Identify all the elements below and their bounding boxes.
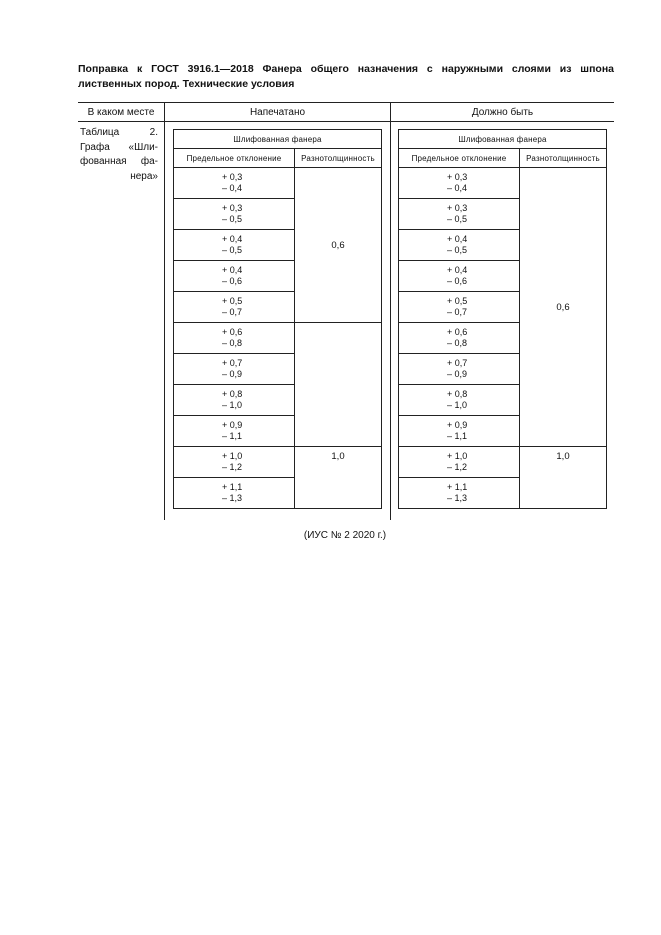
deviation-cell: + 1,0– 1,2 [173,446,295,478]
deviation-cell: + 1,1– 1,3 [173,477,295,509]
header-should-be: Должно быть [471,107,534,118]
thickness-cell: 0,6 [519,167,607,447]
column-divider [164,102,165,520]
table-row: + 0,9– 1,1 [398,415,607,447]
group-header: Шлифованная фанера [398,129,607,149]
deviation-cell: + 0,4– 0,5 [173,229,295,261]
deviation-cell: + 0,3– 0,4 [398,167,520,199]
table-row: + 0,7– 0,9 [173,353,382,385]
deviation-cell: + 0,3– 0,5 [173,198,295,230]
deviation-cell: + 1,0– 1,2 [398,446,520,478]
table-row: + 0,6– 0,8 [398,322,607,354]
thickness-cell: 1,0 [294,446,382,509]
col-thickness: Разнотолщинность [294,148,382,168]
table-row: + 0,4– 0,6 [173,260,382,292]
table-row: + 1,1– 1,3 [398,477,607,509]
table-top-rule [78,102,614,103]
col-thickness: Разнотолщинность [519,148,607,168]
table-row: + 1,1– 1,3 [173,477,382,509]
header-rule [78,121,614,122]
deviation-cell: + 0,7– 0,9 [398,353,520,385]
column-divider [390,102,391,520]
deviation-cell: + 1,1– 1,3 [398,477,520,509]
deviation-cell: + 0,4– 0,6 [173,260,295,292]
table-row: + 1,0– 1,2 1,0 [173,446,382,509]
deviation-cell: + 0,9– 1,1 [173,415,295,447]
deviation-cell: + 0,4– 0,6 [398,260,520,292]
footer-note: (ИУС № 2 2020 г.) [303,530,387,541]
group-header: Шлифованная фанера [173,129,382,149]
correct-table: Шлифованная фанера Предельное отклонение Р… [398,129,607,509]
table-row: + 0,4– 0,5 [173,229,382,261]
deviation-cell: + 0,4– 0,5 [398,229,520,261]
deviation-cell: + 0,6– 0,8 [398,322,520,354]
table-row: + 0,3– 0,4 0,6 [173,167,382,323]
table-row: + 0,4– 0,6 [398,260,607,292]
table-row: + 0,8– 1,0 [398,384,607,416]
printed-table: Шлифованная фанера Предельное отклонение Р… [173,129,382,509]
deviation-cell: + 0,7– 0,9 [173,353,295,385]
col-deviation: Предельное отклонение [173,148,295,168]
header-where: В каком месте [87,107,155,118]
deviation-cell: + 0,6– 0,8 [173,322,295,354]
location-text: Таблица 2. Графа «Шли-фованная фа-нера» [80,127,158,182]
thickness-cell: 0,6 [294,167,382,323]
table-row: + 0,7– 0,9 [398,353,607,385]
thickness-cell [294,322,382,447]
table-row: + 0,5– 0,7 [398,291,607,323]
deviation-cell: + 0,8– 1,0 [173,384,295,416]
deviation-cell: + 0,9– 1,1 [398,415,520,447]
table-row: + 0,5– 0,7 [173,291,382,323]
deviation-cell: + 0,8– 1,0 [398,384,520,416]
deviation-cell: + 0,3– 0,5 [398,198,520,230]
table-row: + 0,9– 1,1 [173,415,382,447]
thickness-cell: 1,0 [519,446,607,509]
deviation-cell: + 0,5– 0,7 [173,291,295,323]
table-row: + 0,6– 0,8 [173,322,382,447]
document-title: Поправка к ГОСТ 3916.1—2018 Фанера общег… [78,63,614,90]
table-row: + 1,0– 1,2 1,0 [398,446,607,509]
table-row: + 0,8– 1,0 [173,384,382,416]
deviation-cell: + 0,5– 0,7 [398,291,520,323]
header-printed: Напечатано [249,107,306,118]
table-row: + 0,3– 0,4 0,6 [398,167,607,447]
deviation-cell: + 0,3– 0,4 [173,167,295,199]
col-deviation: Предельное отклонение [398,148,520,168]
